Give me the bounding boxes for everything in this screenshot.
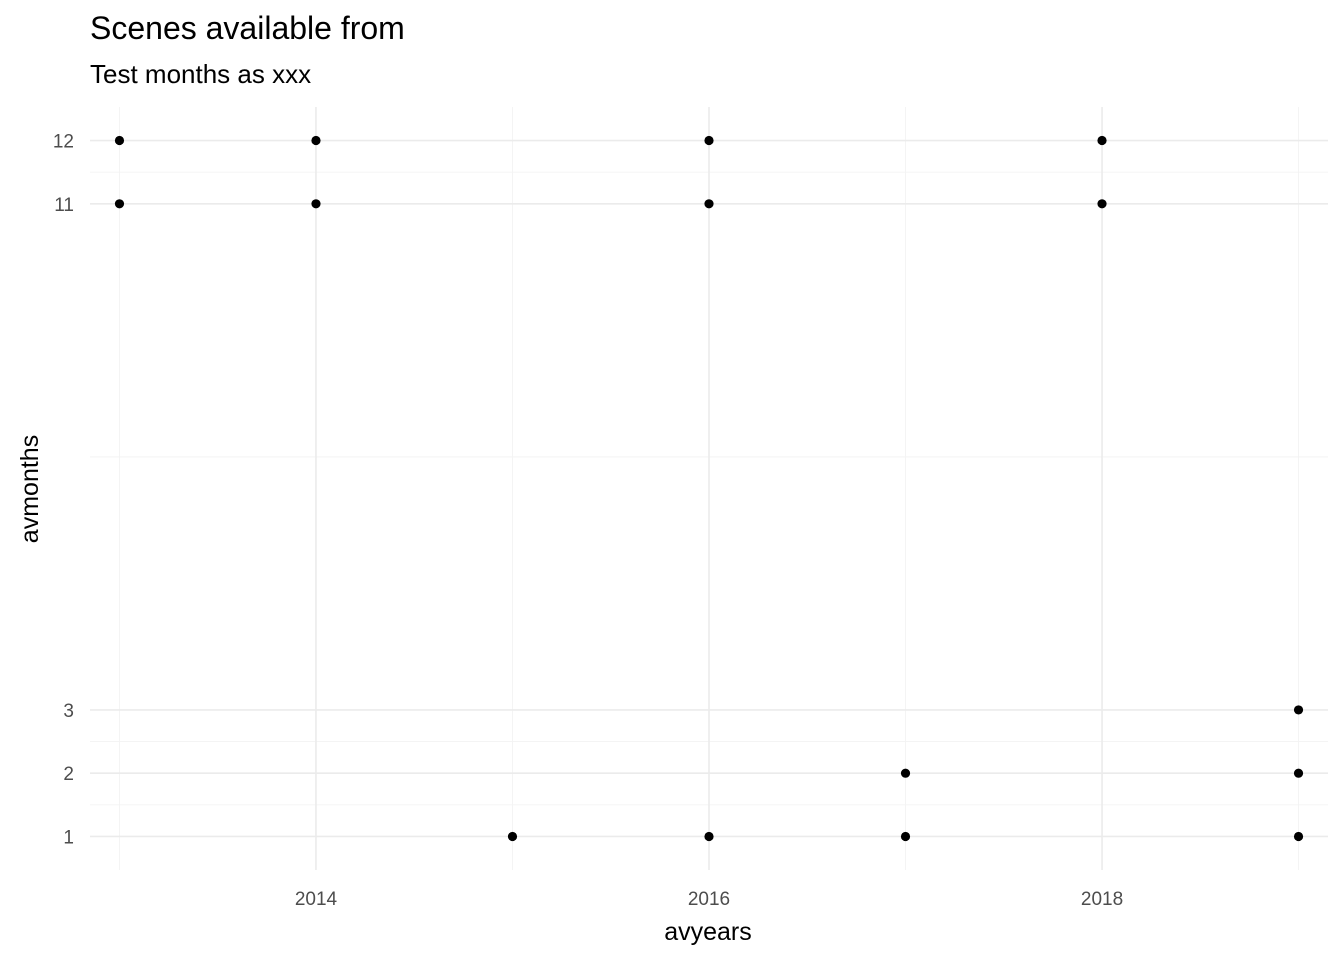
data-point	[900, 768, 911, 778]
data-point	[704, 135, 714, 146]
data-point	[507, 831, 518, 842]
y-tick-label: 11	[54, 195, 74, 216]
x-axis-title: avyears	[664, 918, 752, 946]
data-point	[704, 199, 714, 209]
chart-subtitle: Test months as xxx	[90, 59, 312, 89]
data-point	[1097, 135, 1107, 146]
data-point	[704, 831, 714, 842]
data-point	[1293, 831, 1304, 842]
y-tick-label: 3	[63, 701, 74, 722]
x-tick-label: 2014	[295, 889, 338, 910]
data-point	[1293, 705, 1304, 715]
data-point	[900, 831, 911, 842]
x-tick-label: 2016	[688, 889, 730, 910]
y-tick-label: 12	[53, 132, 74, 153]
data-point	[114, 199, 125, 209]
data-point	[1293, 768, 1304, 778]
data-point	[1097, 199, 1107, 209]
data-point	[311, 135, 321, 146]
major-gridlines	[90, 107, 1328, 870]
y-tick-label: 2	[63, 764, 74, 785]
x-tick-labels: 2014 2016 2018	[295, 889, 1123, 910]
data-point	[114, 135, 125, 146]
data-point	[311, 199, 321, 209]
y-axis-title: avmonths	[16, 435, 44, 543]
y-tick-label: 1	[63, 827, 74, 848]
x-tick-label: 2018	[1081, 889, 1123, 910]
data-points	[114, 135, 1304, 842]
chart-title: Scenes available from	[90, 10, 405, 46]
